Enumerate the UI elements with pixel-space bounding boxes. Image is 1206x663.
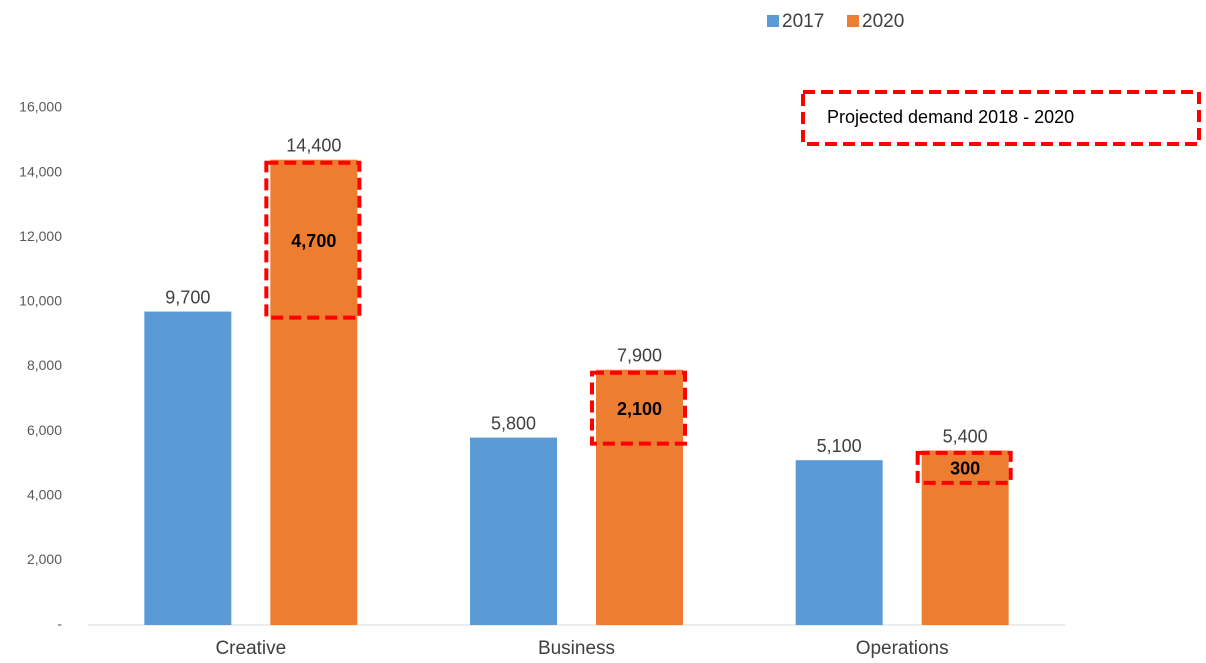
y-tick-label: 8,000 [27,357,62,373]
bar [270,159,358,625]
legend-label: 2020 [862,11,904,32]
y-tick-label: 4,000 [27,486,62,502]
value-label: 14,400 [286,135,341,155]
y-tick-label: 14,000 [19,163,62,179]
value-label: 5,800 [491,413,536,433]
increase-box [590,370,687,446]
annotation-text: Projected demand 2018 - 2020 [827,107,1074,127]
bar [921,450,1009,625]
annotation-box [801,90,1201,146]
increase-label: 300 [950,459,980,479]
increase-box [915,450,1013,485]
increase-label: 4,700 [291,231,336,251]
value-label: 5,400 [943,426,988,446]
bar [144,311,232,625]
value-label: 9,700 [165,287,210,307]
legend-swatch [767,15,779,27]
y-tick-label: 10,000 [19,293,62,309]
x-tick-label: Operations [856,638,949,659]
y-tick-label: 6,000 [27,422,62,438]
legend-swatch [847,15,859,27]
y-tick-label: 2,000 [27,551,62,567]
bar [795,460,883,625]
legend-label: 2017 [782,11,824,32]
y-tick-label: 16,000 [19,99,62,115]
value-label: 5,100 [817,436,862,456]
y-tick-label: 12,000 [19,228,62,244]
bar [470,437,557,625]
value-label: 7,900 [617,345,662,365]
bar [596,369,683,625]
y-tick-label: - [57,616,62,632]
increase-box [264,160,362,320]
increase-label: 2,100 [617,399,662,419]
x-tick-label: Business [538,638,615,659]
x-tick-label: Creative [215,638,286,659]
